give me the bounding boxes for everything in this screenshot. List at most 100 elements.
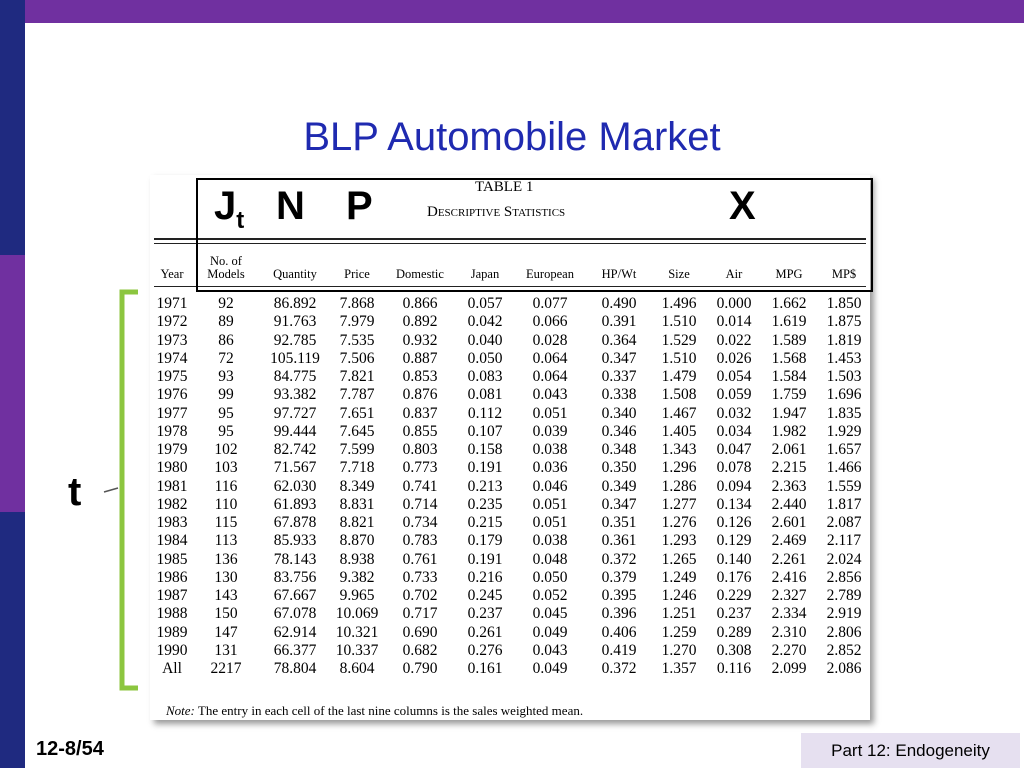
table-note: Note: The entry in each cell of the last… [166,703,583,719]
table-cell: 95 [218,422,234,440]
table-cell: 0.351 [601,514,637,531]
table-cell: 1.265 [661,550,697,568]
table-cell: 8.831 [339,495,375,513]
table-cell: 0.348 [601,441,637,458]
table-cell: 147 [214,623,238,641]
table-cell: 0.855 [402,422,438,440]
table-cell: 0.245 [467,587,503,604]
table-cell: 0.773 [402,459,438,477]
table-cell: 102 [214,441,238,458]
table-cell: 62.030 [273,477,317,495]
table-cell: 2.261 [771,550,807,568]
label-n: N [276,184,305,228]
table-cell: 1.286 [661,477,697,495]
table-cell: 92.785 [273,331,317,349]
table-cell: 1975 [156,368,188,385]
table-cell: 82.742 [273,441,317,458]
table-cell: 0.372 [601,660,637,677]
table-cell: 9.382 [339,568,375,586]
table-cell: 0.078 [716,459,752,477]
table-cell: 0.039 [532,422,568,440]
table-cell: 1972 [156,313,188,331]
table-cell: 62.914 [273,623,317,641]
note-text: The entry in each cell of the last nine … [197,703,584,718]
table-cell: 136 [214,550,238,568]
table-cell: 0.887 [402,349,438,367]
table-cell: 0.379 [601,568,637,586]
table-cell: All [162,660,182,677]
table-cell: 1.875 [826,313,862,331]
table-cell: 0.048 [532,550,568,568]
table-cell: 0.049 [532,623,568,641]
bracket [119,289,138,691]
table-cell: 0.054 [716,368,752,385]
column-header: Size [668,267,690,281]
table-cell: 2.469 [771,532,807,550]
table-cell: 2.061 [771,441,807,458]
table-cell: 143 [214,587,238,604]
rule [154,286,866,287]
table-cell: 0.077 [532,295,568,312]
table-cell: 0.734 [402,514,438,531]
table-cell: 0.051 [532,495,568,513]
table-cell: 10.337 [335,641,379,659]
table-cell: 1.453 [826,349,862,367]
table-cell: 0.036 [532,459,568,477]
table-cell: 0.347 [601,349,637,367]
table-cell: 0.803 [402,441,438,458]
table-cell: 93 [218,368,234,385]
table-cell: 1.466 [826,459,862,477]
table-cell: 0.083 [467,368,503,385]
table-cell: 0.361 [601,532,637,550]
table-cell: 0.126 [716,514,752,531]
table-cell: 0.158 [467,441,503,458]
table-cell: 0.049 [532,660,568,677]
table-cell: 1.293 [661,532,697,550]
table-cell: 0.000 [716,295,752,312]
table-cell: 130 [214,568,238,586]
table-cell: 67.878 [273,514,317,531]
table-cell: 2.806 [826,623,862,641]
column-header: Year [160,267,184,281]
table-cell: 0.066 [532,313,568,331]
table-cell: 0.051 [532,404,568,422]
table-cell: 0.235 [467,495,503,513]
table-cell: 2.856 [826,568,862,586]
table-cell: 1.251 [661,605,697,623]
table-cell: 0.050 [532,568,568,586]
table-cell: 0.391 [601,313,637,331]
table-cell: 2.852 [826,641,862,659]
table-cell: 1979 [156,441,188,458]
table-cell: 2.416 [771,568,807,586]
table-cell: 2.215 [771,459,807,477]
table-cell: 1.357 [661,660,697,677]
table-cell: 7.535 [339,331,375,349]
table-caption: TABLE 1 [475,179,534,195]
table-cell: 93.382 [273,386,317,404]
table-cell: 1974 [156,349,188,367]
table-cell: 0.733 [402,568,438,586]
table-cell: 0.026 [716,349,752,367]
table-cell: 1.817 [826,495,862,513]
table-cell: 2.024 [826,550,862,568]
side-bar [0,255,25,512]
table-cell: 2.087 [826,514,862,531]
table-cell: 0.043 [532,641,568,659]
column-header: MPG [775,267,803,281]
table-cell: 1983 [156,514,188,531]
table-cell: 103 [214,459,238,477]
footer-label: Part 12: Endogeneity [801,733,1020,768]
table-cell: 0.237 [716,605,752,623]
table-cell: 0.717 [402,605,438,623]
table-cell: 1.276 [661,514,697,531]
table-cell: 1977 [156,404,188,422]
table-cell: 1.982 [771,422,807,440]
table-subtitle: Descriptive Statistics [427,204,566,220]
table-cell: 0.761 [402,550,438,568]
column-header: MP$ [831,267,857,281]
table-cell: 0.134 [716,495,752,513]
table-cell: 0.419 [601,641,637,659]
table-cell: 2.919 [826,605,862,623]
